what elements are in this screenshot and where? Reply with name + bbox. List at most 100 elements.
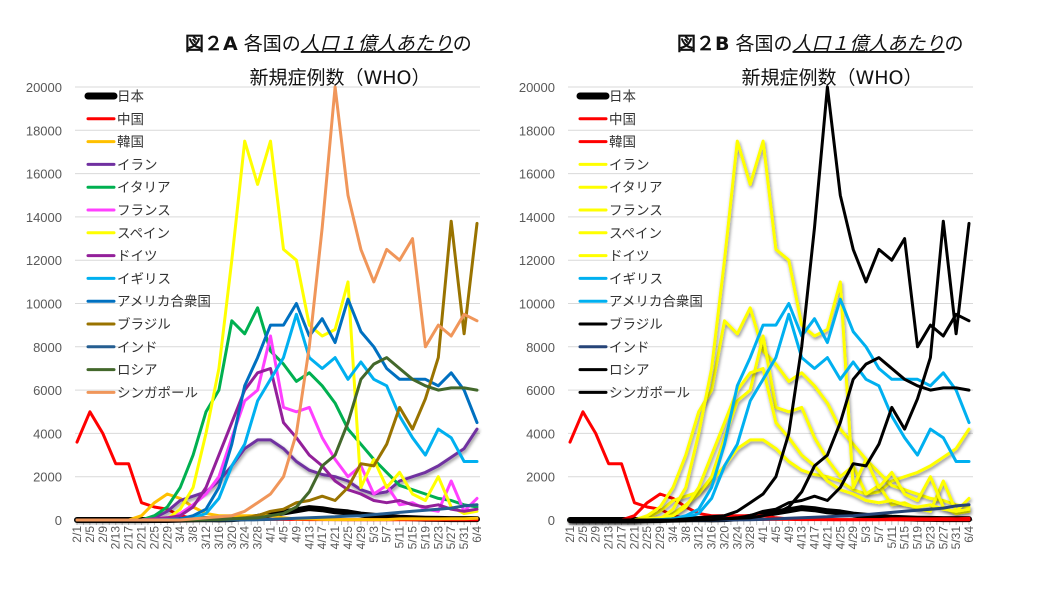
y-tick-label: 20000 (519, 80, 555, 95)
legend-item: 日本 (576, 89, 637, 105)
x-tick-label: 2/5 (83, 526, 97, 543)
y-tick-label: 6000 (526, 383, 555, 398)
y-tick-label: 4000 (33, 426, 62, 441)
x-tick-label: 5/15 (405, 526, 419, 550)
legend-item: ロシア (578, 363, 650, 379)
legend-label: 韓国 (609, 135, 636, 151)
legend-item: イラン (86, 157, 158, 173)
x-tick-label: 6/4 (962, 526, 976, 543)
legend-label: フランス (117, 203, 171, 219)
legend: 日本中国韓国イランイタリアフランススペインドイツイギリスアメリカ合衆国ブラジルイ… (84, 89, 211, 401)
title-post: の (945, 33, 964, 55)
x-tick-label: 3/12 (199, 526, 213, 550)
y-tick-label: 8000 (526, 340, 555, 355)
legend-label: ドイツ (609, 249, 650, 265)
x-tick-label: 3/24 (730, 526, 744, 550)
x-tick-label: 3/24 (238, 526, 252, 550)
x-tick-label: 4/1 (756, 526, 770, 543)
x-tick-label: 3/28 (251, 526, 265, 550)
legend-item: アメリカ合衆国 (86, 294, 211, 310)
legend-label: 韓国 (117, 135, 144, 151)
legend-label: ブラジル (609, 316, 663, 333)
legend-item: イタリア (578, 180, 662, 196)
chart-subtitle: 新規症例数（WHO） (249, 67, 430, 89)
y-tick-label: 18000 (26, 123, 62, 138)
legend-item: 中国 (86, 112, 144, 128)
gridlines (75, 86, 480, 478)
series-lines (567, 85, 972, 523)
legend-item: ドイツ (578, 249, 650, 265)
x-tick-label: 2/9 (589, 526, 603, 543)
x-tick-label: 5/23 (923, 526, 937, 550)
legend-item: イギリス (86, 271, 171, 287)
x-tick-label: 2/25 (147, 526, 161, 550)
chart-title: 図２B 各国の人口１億人あたりの (677, 33, 964, 55)
x-tick-label: 2/1 (563, 526, 577, 543)
legend-item: アメリカ合衆国 (578, 294, 703, 310)
legend-label: 日本 (117, 89, 144, 105)
legend-label: シンガポール (117, 385, 198, 401)
legend-label: イギリス (117, 271, 171, 287)
x-tick-label: 2/21 (627, 526, 641, 550)
x-tick-label: 5/11 (885, 526, 899, 549)
x-tick-label: 5/19 (418, 526, 432, 550)
y-tick-label: 2000 (33, 470, 62, 485)
x-tick-label: 2/29 (160, 526, 174, 550)
legend-item: 韓国 (86, 135, 144, 151)
x-tick-label: 2/13 (602, 526, 616, 550)
legend-label: アメリカ合衆国 (117, 294, 211, 310)
y-tick-label: 10000 (26, 297, 62, 312)
chart-2b: 図２B 各国の人口１億人あたりの 新規症例数（WHO） 0 2000 4000 600… (519, 33, 976, 549)
x-tick-label: 4/9 (782, 526, 796, 543)
x-tick-label: 5/27 (444, 526, 458, 550)
x-tick-label: 6/4 (470, 526, 484, 543)
chart-2a: 図２A 各国の人口１億人あたりの 新規症例数（WHO） 0 2000 4000 600… (26, 33, 484, 549)
x-tick-label: 3/16 (212, 526, 226, 550)
x-tick-label: 2/21 (135, 526, 149, 550)
legend-item: 中国 (578, 112, 636, 128)
y-tick-label: 4000 (526, 426, 555, 441)
x-tick-label: 3/20 (717, 526, 731, 550)
legend-item: イラン (578, 157, 650, 173)
series-line-2 (568, 492, 971, 522)
x-tick-label: 3/20 (225, 526, 239, 550)
x-tick-label: 3/12 (692, 526, 706, 550)
x-tick-label: 2/1 (70, 526, 84, 543)
x-tick-label: 5/31 (457, 526, 471, 550)
x-tick-label: 4/17 (315, 526, 329, 550)
title-pre: 各国の (729, 33, 792, 55)
x-tick-label: 2/25 (640, 526, 654, 550)
x-tick-label: 5/7 (380, 526, 394, 543)
legend-item: イギリス (578, 271, 663, 287)
x-tick-label: 2/13 (109, 526, 123, 550)
x-tick-label: 5/23 (431, 526, 445, 550)
y-tick-label: 16000 (26, 167, 62, 182)
x-tick-label: 2/17 (614, 526, 628, 550)
x-tick-label: 5/31 (949, 526, 963, 550)
y-tick-label: 14000 (26, 210, 62, 225)
x-tick-label: 4/5 (276, 526, 290, 543)
legend-item: フランス (578, 203, 663, 219)
legend-label: 中国 (609, 112, 636, 128)
series-line-2 (75, 492, 479, 522)
y-tick-label: 2000 (526, 470, 555, 485)
legend-label: シンガポール (609, 385, 690, 401)
x-tick-label: 2/5 (576, 526, 590, 543)
x-tick-label: 4/13 (302, 526, 316, 550)
y-tick-label: 16000 (519, 167, 555, 182)
x-tick-label: 2/9 (96, 526, 110, 543)
title-post: の (453, 33, 472, 55)
legend-item: フランス (86, 203, 171, 219)
chart-subtitle: 新規症例数（WHO） (741, 67, 922, 89)
chart-title: 図２A 各国の人口１億人あたりの (185, 33, 472, 55)
y-tick-label: 0 (55, 513, 62, 528)
legend-item: ドイツ (86, 249, 158, 265)
legend-label: ブラジル (117, 316, 171, 333)
series-line-13 (75, 85, 479, 522)
x-tick-label: 4/1 (264, 526, 278, 543)
x-tick-label: 5/3 (859, 526, 873, 543)
legend-label: インド (609, 340, 650, 356)
legend-item: ブラジル (86, 316, 171, 333)
x-tick-label: 5/11 (393, 526, 407, 549)
